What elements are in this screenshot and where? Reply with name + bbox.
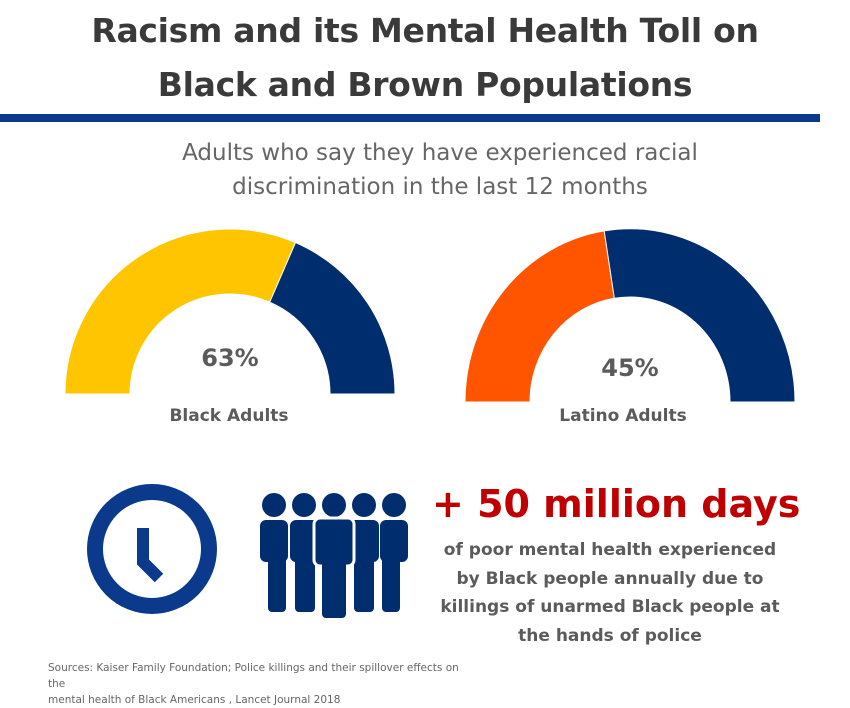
gauge-segment-remainder xyxy=(269,241,396,395)
gauge-segment-value xyxy=(64,228,297,395)
sources-line-2: mental health of Black Americans , Lance… xyxy=(48,694,341,706)
title-divider xyxy=(0,114,820,122)
gauge-segment-value xyxy=(464,230,615,403)
gauge-value-black: 63% xyxy=(201,344,259,372)
gauge-black-adults xyxy=(64,228,396,395)
gauge-segment-remainder xyxy=(603,228,796,403)
stat-headline: + 50 million days xyxy=(432,482,801,526)
stat-line-3: killings of unarmed Black people at xyxy=(440,597,780,617)
stat-description: of poor mental health experienced by Bla… xyxy=(440,536,780,650)
title-line-2: Black and Brown Populations xyxy=(157,65,693,104)
gauge-label-latino: Latino Adults xyxy=(559,406,687,426)
people-group-icon xyxy=(260,493,408,618)
gauge-charts xyxy=(64,228,796,403)
sources-line-1: Sources: Kaiser Family Foundation; Polic… xyxy=(48,662,459,690)
clock-icon xyxy=(87,484,217,614)
chart-subtitle: Adults who say they have experienced rac… xyxy=(40,136,840,204)
stat-line-4: the hands of police xyxy=(518,625,702,646)
subtitle-line-1: Adults who say they have experienced rac… xyxy=(182,140,698,166)
gauge-label-black: Black Adults xyxy=(169,406,289,426)
page-title: Racism and its Mental Health Toll on Bla… xyxy=(0,4,850,112)
sources-note: Sources: Kaiser Family Foundation; Polic… xyxy=(48,660,468,708)
gauge-value-latino: 45% xyxy=(601,354,659,382)
gauge-latino-adults xyxy=(464,228,796,403)
stat-line-2: by Black people annually due to xyxy=(456,568,764,589)
stat-line-1: of poor mental health experienced xyxy=(443,540,777,560)
title-line-1: Racism and its Mental Health Toll on xyxy=(91,11,759,50)
subtitle-line-2: discrimination in the last 12 months xyxy=(232,174,648,200)
